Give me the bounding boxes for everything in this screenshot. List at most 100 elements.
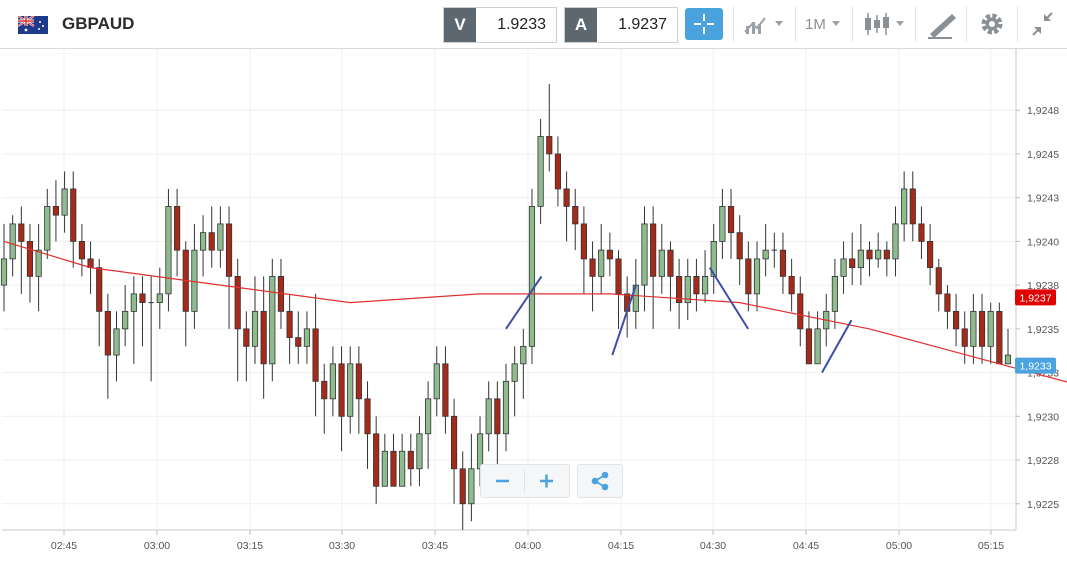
flag-gb-au-icon <box>18 16 48 34</box>
candle-down <box>546 83 553 172</box>
trend-annotation <box>611 284 637 356</box>
timeframe-selector[interactable]: 1M <box>798 0 850 48</box>
candle-body <box>736 232 743 260</box>
candle-up <box>701 250 709 303</box>
candle-body <box>61 188 68 216</box>
candle-up <box>303 311 311 364</box>
zoom-in-button[interactable] <box>525 465 568 497</box>
settings-button[interactable] <box>972 0 1012 48</box>
candle-down <box>295 311 302 364</box>
candle-up <box>217 206 224 268</box>
candle-down <box>797 276 804 347</box>
chevron-down-icon <box>832 21 840 26</box>
candle-body <box>286 310 293 339</box>
x-tick-label: 05:00 <box>886 540 912 552</box>
candle-down <box>182 241 189 347</box>
gear-icon <box>981 13 1003 35</box>
candle-up <box>684 258 691 321</box>
collapse-button[interactable] <box>1022 0 1064 48</box>
candle-body <box>831 275 838 312</box>
candle-up <box>122 285 129 347</box>
zoom-out-button[interactable] <box>481 465 524 497</box>
candle-body <box>727 206 735 234</box>
candle-down <box>952 293 960 347</box>
x-tick-label: 04:15 <box>608 540 634 552</box>
candle-body <box>701 275 709 295</box>
candle-up <box>857 223 864 286</box>
candle-down <box>676 258 683 329</box>
candle-down <box>286 293 293 364</box>
candle-down <box>312 293 319 417</box>
candle-body <box>373 433 380 487</box>
candle-up <box>468 433 475 522</box>
candle-down <box>243 311 250 382</box>
candle-body <box>243 328 250 347</box>
candle-up <box>485 381 492 452</box>
candle-up <box>199 215 207 277</box>
candle-body <box>961 328 968 347</box>
candle-down <box>18 206 25 294</box>
toolbar-divider <box>795 6 796 42</box>
candle-down <box>779 232 787 294</box>
candle-up <box>710 223 717 294</box>
candle-up <box>658 223 665 294</box>
candle-body <box>468 468 475 505</box>
candle-body <box>883 249 890 260</box>
x-tick-label: 04:30 <box>700 540 726 552</box>
price-chart[interactable]: 1,92251,92281,92301,92331,92351,92381,92… <box>0 49 1067 562</box>
candle-body <box>329 363 336 400</box>
candle-body <box>814 328 821 365</box>
candle-up <box>771 232 777 268</box>
candle-down <box>788 258 795 312</box>
trend-annotation <box>821 319 853 374</box>
candle-body <box>303 328 311 347</box>
candle-body <box>944 293 951 312</box>
candle-down <box>978 293 986 364</box>
candle-down <box>338 346 345 452</box>
candle-body <box>225 223 233 277</box>
current-price-badge <box>1015 289 1056 306</box>
zoom-out-icon <box>496 479 509 483</box>
candle-body <box>156 293 163 304</box>
candle-down <box>390 433 397 487</box>
candle-body <box>26 240 34 277</box>
candle-body <box>217 223 224 251</box>
candle-body <box>857 249 864 269</box>
candle-body <box>208 232 215 251</box>
toolbar-divider <box>915 6 916 42</box>
candle-body <box>563 188 570 207</box>
candle-down <box>615 250 622 329</box>
candle-down <box>321 363 328 434</box>
candle-body <box>676 275 683 304</box>
candle-up <box>892 206 899 277</box>
share-button[interactable] <box>577 464 623 498</box>
zoom-divider <box>524 469 525 493</box>
sell-price-button[interactable]: V 1.9233 <box>443 7 557 43</box>
candle-body <box>805 328 813 365</box>
candle-down <box>554 136 562 207</box>
candle-body <box>546 136 553 155</box>
buy-tag: A <box>565 8 597 42</box>
indicators-button[interactable] <box>740 0 790 48</box>
instrument-symbol: GBPAUD <box>62 14 135 33</box>
candle-body <box>589 258 596 277</box>
candle-body <box>104 310 111 356</box>
candle-body <box>433 363 440 400</box>
candle-down <box>580 206 587 294</box>
candle-body <box>797 293 804 330</box>
chart-type-button[interactable] <box>858 0 912 48</box>
crosshair-button[interactable] <box>685 8 723 40</box>
zoom-in-icon <box>540 474 553 488</box>
current-price-label: 1,9237 <box>1019 292 1051 304</box>
candle-down <box>225 206 233 329</box>
toolbar-divider <box>733 6 734 42</box>
drawing-tools-button[interactable] <box>922 0 962 48</box>
buy-price-button[interactable]: A 1.9237 <box>564 7 678 43</box>
candle-body <box>658 249 665 277</box>
candle-down <box>70 171 77 268</box>
candle-body <box>9 223 16 260</box>
candle-body <box>139 293 146 304</box>
candle-body <box>347 363 354 417</box>
candle-body <box>511 363 518 382</box>
x-tick-label: 03:15 <box>237 540 263 552</box>
